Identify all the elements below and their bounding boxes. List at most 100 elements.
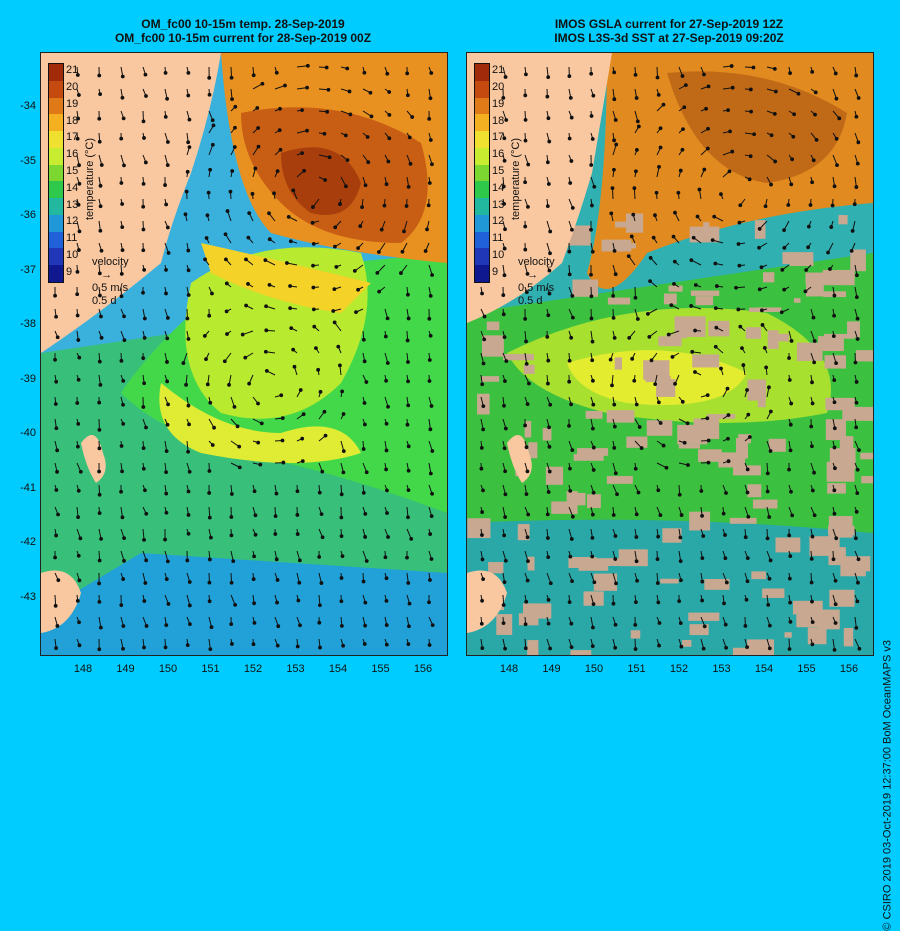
velocity-arrow-head bbox=[812, 316, 815, 319]
colorbar-segment bbox=[475, 181, 489, 198]
velocity-arrow-head bbox=[287, 215, 290, 218]
velocity-arrow-head bbox=[428, 380, 431, 383]
velocity-arrow-head bbox=[655, 191, 658, 194]
velocity-arrow-head bbox=[324, 434, 327, 437]
velocity-arrow-head bbox=[707, 127, 710, 130]
velocity-arrow-head bbox=[121, 96, 124, 99]
velocity-arrow-head bbox=[760, 309, 763, 312]
x-tick-label: 151 bbox=[622, 663, 652, 675]
velocity-arrow-head bbox=[590, 317, 593, 320]
x-tick-label: 150 bbox=[153, 663, 183, 675]
velocity-arrow-head bbox=[254, 533, 257, 536]
velocity-arrow-head bbox=[321, 470, 324, 473]
velocity-arrow-head bbox=[431, 274, 434, 277]
velocity-arrow-head bbox=[143, 538, 146, 541]
velocity-arrow-head bbox=[273, 192, 276, 195]
velocity-arrow-head bbox=[279, 107, 282, 110]
right-map-panel bbox=[466, 52, 874, 656]
velocity-arrow-head bbox=[274, 515, 277, 518]
colorbar-segment bbox=[49, 265, 63, 282]
velocity-arrow-head bbox=[77, 516, 80, 519]
velocity-arrow-head bbox=[857, 141, 860, 144]
velocity-arrow-head bbox=[335, 266, 338, 269]
cloud-mask-patch bbox=[572, 280, 598, 297]
velocity-arrow-head bbox=[206, 214, 209, 217]
cloud-mask-patch bbox=[527, 640, 538, 655]
velocity-arrow-head bbox=[145, 559, 148, 562]
velocity-arrow-head bbox=[768, 386, 771, 389]
velocity-arrow-head bbox=[167, 141, 170, 144]
velocity-arrow-head bbox=[769, 450, 772, 453]
velocity-arrow-head bbox=[431, 450, 434, 453]
velocity-arrow-head bbox=[592, 469, 595, 472]
left-title-line1: OM_fc00 10-15m temp. 28-Sep-2019 bbox=[40, 17, 446, 31]
velocity-arrow-head bbox=[411, 116, 414, 119]
cloud-mask-patch bbox=[487, 322, 500, 331]
velocity-arrow-head bbox=[654, 383, 657, 386]
velocity-arrow-head bbox=[252, 578, 255, 581]
velocity-arrow-head bbox=[120, 490, 123, 493]
velocity-arrow-head bbox=[54, 294, 57, 297]
velocity-arrow-head bbox=[143, 317, 146, 320]
cloud-mask-patch bbox=[664, 293, 677, 304]
velocity-arrow-head bbox=[634, 648, 637, 651]
velocity-arrow-head bbox=[123, 559, 126, 562]
velocity-arrow-head bbox=[366, 136, 369, 139]
velocity-arrow-head bbox=[186, 559, 189, 562]
velocity-arrow-head bbox=[673, 260, 676, 263]
velocity-arrow-head bbox=[76, 270, 79, 273]
velocity-arrow-head bbox=[591, 359, 594, 362]
velocity-arrow-head bbox=[145, 95, 148, 98]
velocity-arrow-head bbox=[333, 321, 336, 324]
velocity-arrow-head bbox=[681, 400, 684, 403]
velocity-arrow-head bbox=[165, 269, 168, 272]
velocity-arrow-head bbox=[342, 450, 345, 453]
velocity-arrow-head bbox=[547, 491, 550, 494]
velocity-arrow-head bbox=[767, 603, 770, 606]
velocity-arrow-head bbox=[121, 203, 124, 206]
cloud-mask-patch bbox=[688, 613, 719, 621]
velocity-arrow-head bbox=[833, 512, 836, 515]
cloud-mask-patch bbox=[751, 571, 766, 579]
velocity-arrow-head bbox=[257, 402, 260, 405]
velocity-arrow-head bbox=[728, 170, 731, 173]
velocity-arrow-head bbox=[702, 535, 705, 538]
velocity-arrow-head bbox=[568, 250, 571, 253]
right-colorbar-title: temperature (°C) bbox=[510, 138, 522, 220]
velocity-arrow-head bbox=[838, 117, 841, 120]
velocity-arrow-head bbox=[100, 537, 103, 540]
velocity-arrow-head bbox=[527, 163, 530, 166]
velocity-arrow-head bbox=[231, 643, 234, 646]
colorbar-segment bbox=[475, 215, 489, 232]
velocity-arrow-head bbox=[744, 536, 747, 539]
velocity-arrow-head bbox=[854, 537, 857, 540]
velocity-arrow-head bbox=[613, 425, 616, 428]
velocity-arrow-head bbox=[549, 647, 552, 650]
velocity-arrow-head bbox=[143, 600, 146, 603]
left-map-panel bbox=[40, 52, 448, 656]
velocity-arrow-head bbox=[142, 228, 145, 231]
velocity-arrow-head bbox=[277, 625, 280, 628]
velocity-arrow-head bbox=[789, 555, 792, 558]
velocity-arrow-head bbox=[809, 204, 812, 207]
velocity-arrow-head bbox=[738, 221, 741, 224]
velocity-arrow-head bbox=[659, 127, 662, 130]
velocity-arrow-head bbox=[628, 336, 631, 339]
velocity-arrow-head bbox=[613, 71, 616, 74]
velocity-arrow-head bbox=[791, 158, 794, 161]
velocity-arrow-head bbox=[811, 535, 814, 538]
velocity-arrow-head bbox=[122, 625, 125, 628]
velocity-arrow-head bbox=[855, 426, 858, 429]
velocity-arrow-head bbox=[386, 512, 389, 515]
colorbar-label: 9 bbox=[66, 266, 72, 278]
velocity-arrow-head bbox=[634, 623, 637, 626]
velocity-arrow-head bbox=[55, 647, 58, 650]
velocity-arrow-head bbox=[570, 116, 573, 119]
cloud-mask-patch bbox=[679, 444, 700, 448]
velocity-arrow-head bbox=[707, 85, 710, 88]
velocity-arrow-head bbox=[714, 307, 717, 310]
velocity-arrow-head bbox=[363, 643, 366, 646]
cloud-mask-patch bbox=[615, 357, 622, 369]
velocity-arrow-head bbox=[385, 422, 388, 425]
cloud-mask-patch bbox=[692, 354, 719, 367]
